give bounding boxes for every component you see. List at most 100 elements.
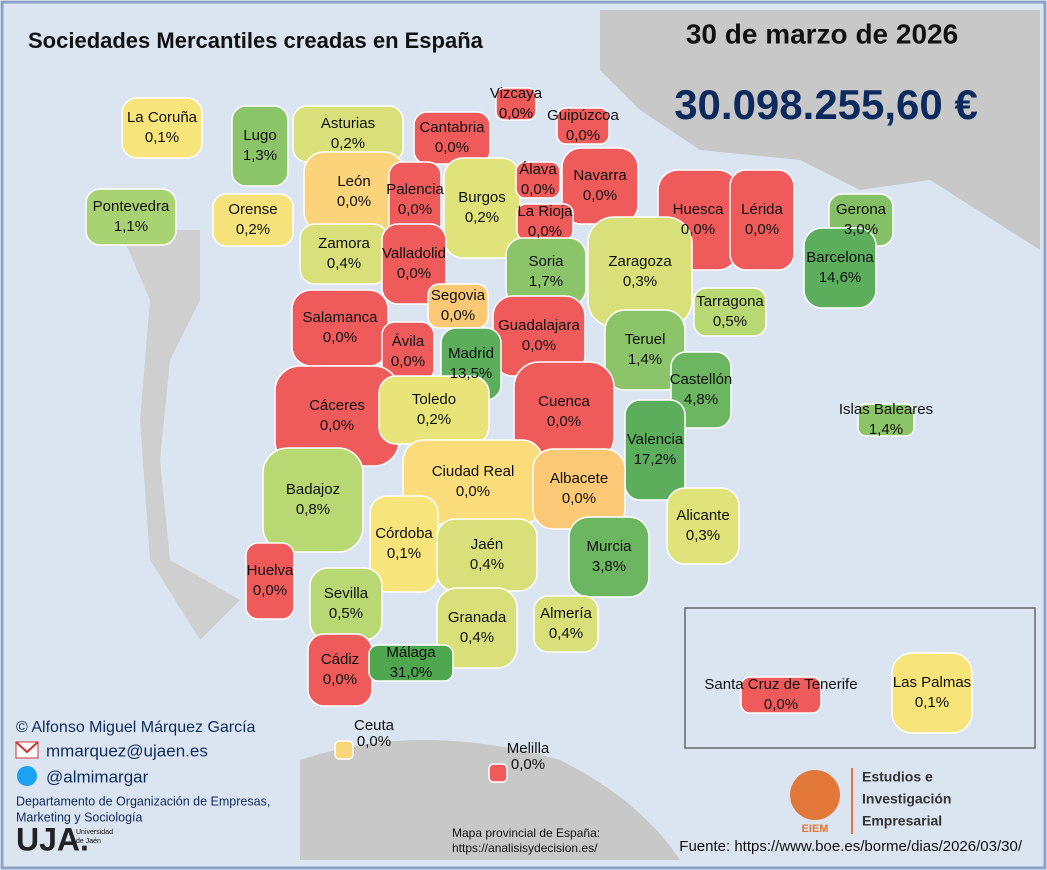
province-name: Almería bbox=[540, 605, 592, 622]
province-value: 0,0% bbox=[456, 483, 490, 500]
eiem-emblem bbox=[790, 770, 840, 820]
province-name: Las Palmas bbox=[893, 674, 971, 691]
province-value: 1,1% bbox=[114, 218, 148, 235]
province bbox=[604, 309, 686, 391]
source: Fuente: https://www.boe.es/borme/dias/20… bbox=[679, 838, 1023, 855]
province-value: 0,0% bbox=[320, 417, 354, 434]
province-value: 0,0% bbox=[681, 221, 715, 238]
province-name: Jaén bbox=[471, 536, 504, 553]
mail-icon-flap bbox=[15, 741, 39, 754]
province bbox=[556, 107, 610, 145]
province-value: 0,1% bbox=[145, 129, 179, 146]
province-name: Madrid bbox=[448, 345, 494, 362]
province-value: 0,0% bbox=[357, 733, 391, 750]
province-name: Orense bbox=[228, 201, 277, 218]
province-name: Vizcaya bbox=[490, 85, 543, 102]
province bbox=[515, 161, 561, 199]
province-value: 0,1% bbox=[915, 694, 949, 711]
province-value: 0,2% bbox=[417, 411, 451, 428]
province-name: Castellón bbox=[670, 371, 733, 388]
province-name: Navarra bbox=[573, 167, 627, 184]
france-land bbox=[600, 10, 1040, 250]
province-value: 17,2% bbox=[634, 451, 677, 468]
province-name: Sevilla bbox=[324, 585, 369, 602]
province-value: 0,0% bbox=[528, 223, 562, 240]
province bbox=[436, 587, 518, 669]
uja-name: Universidad bbox=[76, 829, 113, 836]
province bbox=[488, 763, 508, 783]
province-name: Alicante bbox=[676, 507, 729, 524]
province bbox=[121, 97, 203, 159]
province-name: Islas Baleares bbox=[839, 401, 933, 418]
province-value: 0,0% bbox=[398, 201, 432, 218]
province-name: Murcia bbox=[586, 538, 632, 555]
province-name: Guadalajara bbox=[498, 317, 580, 334]
province-name: Ceuta bbox=[354, 717, 395, 734]
province bbox=[803, 227, 877, 309]
province-name: Badajoz bbox=[286, 481, 340, 498]
province bbox=[666, 487, 740, 565]
province-value: 0,2% bbox=[465, 209, 499, 226]
province-name: Huelva bbox=[247, 562, 294, 579]
province-name: Málaga bbox=[386, 644, 436, 661]
twitter-icon bbox=[17, 766, 37, 786]
province-name: Córdoba bbox=[375, 525, 433, 542]
province-value: 1,3% bbox=[243, 147, 277, 164]
province-value: 0,4% bbox=[327, 255, 361, 272]
department: Departamento de Organización de Empresas… bbox=[16, 794, 270, 808]
uja-logo: UJA. bbox=[16, 821, 89, 857]
province-name: La Coruña bbox=[127, 109, 198, 126]
province-value: 0,0% bbox=[522, 337, 556, 354]
province-value: 0,0% bbox=[583, 187, 617, 204]
province-value: 1,7% bbox=[529, 273, 563, 290]
author-twitter: @almimargar bbox=[46, 767, 149, 786]
canary-inset bbox=[684, 607, 1036, 749]
province bbox=[245, 542, 295, 620]
province-value: 0,0% bbox=[391, 353, 425, 370]
province-name: Ávila bbox=[392, 333, 425, 350]
uja-name: de Jaén bbox=[76, 838, 101, 845]
province-name: Lugo bbox=[243, 127, 276, 144]
province-value: 0,8% bbox=[296, 501, 330, 518]
province-name: Cuenca bbox=[538, 393, 590, 410]
province-name: Santa Cruz de Tenerife bbox=[704, 676, 857, 693]
province-value: 0,0% bbox=[547, 413, 581, 430]
province bbox=[533, 595, 599, 653]
portugal-land bbox=[120, 230, 240, 640]
province bbox=[624, 399, 686, 501]
province-value: 0,5% bbox=[713, 313, 747, 330]
province bbox=[729, 169, 795, 271]
province-value: 0,0% bbox=[566, 127, 600, 144]
province-name: Ciudad Real bbox=[432, 463, 515, 480]
province-value: 0,3% bbox=[623, 273, 657, 290]
province-name: Barcelona bbox=[806, 249, 874, 266]
province-value: 0,0% bbox=[745, 221, 779, 238]
province-value: 3,8% bbox=[592, 558, 626, 575]
province-name: Teruel bbox=[625, 331, 666, 348]
province-name: Álava bbox=[519, 161, 557, 178]
province-value: 31,0% bbox=[390, 664, 433, 681]
eiem-acronym: EIEM bbox=[802, 823, 829, 835]
province-name: Guipúzcoa bbox=[547, 107, 619, 124]
province bbox=[368, 644, 454, 682]
province-name: Toledo bbox=[412, 391, 456, 408]
province-name: Albacete bbox=[550, 470, 608, 487]
total-amount: 30.098.255,60 € bbox=[674, 81, 978, 128]
eiem-line: Empresarial bbox=[862, 813, 942, 829]
eiem-line: Investigación bbox=[862, 791, 951, 807]
province-value: 0,2% bbox=[331, 135, 365, 152]
province bbox=[740, 676, 822, 714]
province bbox=[693, 287, 767, 337]
province-value: 13,5% bbox=[450, 365, 493, 382]
province-name: Palencia bbox=[386, 181, 444, 198]
province-value: 0,0% bbox=[511, 756, 545, 773]
province-name: Cáceres bbox=[309, 397, 365, 414]
province bbox=[891, 652, 973, 734]
province-value: 0,0% bbox=[764, 696, 798, 713]
province-value: 0,4% bbox=[460, 629, 494, 646]
province bbox=[334, 740, 354, 760]
province-name: La Rioja bbox=[517, 203, 573, 220]
author-email: mmarquez@ujaen.es bbox=[46, 741, 208, 760]
province-name: Gerona bbox=[836, 201, 887, 218]
